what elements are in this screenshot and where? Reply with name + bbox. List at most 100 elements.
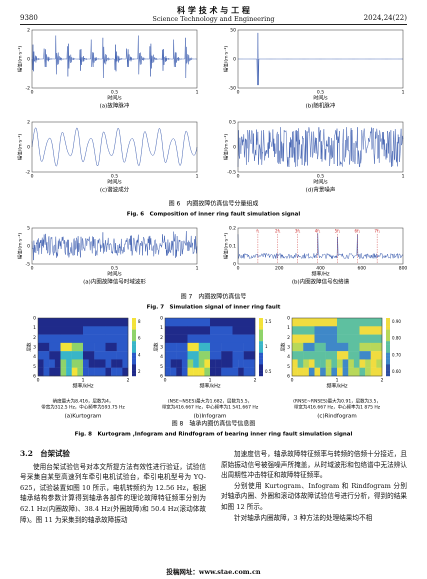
heatmap-cell bbox=[376, 359, 383, 368]
heatmap-cell bbox=[187, 334, 211, 344]
colorbar-cell bbox=[386, 364, 390, 368]
subfigure-caption: (b)内圈故障信号包络谱 bbox=[292, 278, 350, 286]
colorbar-cell bbox=[259, 347, 263, 351]
y-tick-label: 0 bbox=[233, 145, 236, 151]
y-axis-label: 幅值/(m·s⁻²) bbox=[17, 233, 24, 260]
colorbar-cell bbox=[132, 326, 136, 330]
heatmap-cell bbox=[297, 367, 304, 377]
heatmap-cell bbox=[348, 342, 360, 352]
heatmap-cell bbox=[94, 367, 101, 377]
colorbar-tick-label: 2 bbox=[138, 369, 141, 374]
x-tick-label: 200 bbox=[275, 266, 284, 272]
x-tick-label: 0.5 bbox=[317, 90, 324, 96]
colorbar-cell bbox=[259, 352, 263, 356]
peak-label: f₁ bbox=[256, 229, 259, 234]
colorbar-cell bbox=[386, 318, 390, 322]
heatmap-cell bbox=[221, 342, 233, 352]
colorbar-cell bbox=[259, 370, 263, 374]
paragraph: 针对轴承内圈故障，3 种方法的处理结果均不相 bbox=[234, 513, 373, 522]
heatmap-cell bbox=[292, 342, 304, 352]
colorbar-cell bbox=[132, 335, 136, 339]
colorbar-cell bbox=[259, 320, 263, 324]
y-tick-label: 5 bbox=[33, 364, 36, 370]
plot-frame bbox=[31, 121, 198, 173]
plot-frame bbox=[31, 29, 198, 89]
plot-frame bbox=[164, 317, 256, 377]
colorbar-cell bbox=[386, 344, 390, 348]
heatmap-cell bbox=[105, 351, 117, 360]
y-tick-label: 2 bbox=[160, 335, 163, 341]
heatmap-cell bbox=[210, 351, 222, 360]
colorbar-cell bbox=[132, 341, 136, 345]
colorbar-cell bbox=[132, 358, 136, 362]
heatmap-cell bbox=[353, 359, 360, 368]
heatmap-cell bbox=[359, 342, 371, 352]
heatmap-cell bbox=[193, 367, 199, 377]
heatmap-cell bbox=[43, 359, 50, 368]
x-axis-label: 频率/kHz bbox=[327, 383, 348, 390]
y-tick-label: -5 bbox=[26, 262, 31, 268]
figure-caption: 图 6 内圈故障仿真信号分量组成 bbox=[169, 200, 259, 208]
section-heading: 3.2 台架试验 bbox=[20, 449, 70, 458]
heatmap-cell bbox=[359, 326, 383, 335]
subfigure-caption: (a)Kurtogram bbox=[65, 414, 102, 420]
heatmap-cell bbox=[232, 351, 244, 360]
colorbar-tick-label: 6 bbox=[138, 336, 141, 341]
heatmap-cell bbox=[60, 351, 72, 360]
figure-caption-en: Fig. 8 Kurtogram ,Infogram and Rindfogra… bbox=[75, 432, 353, 438]
peak-label: 4f₁ bbox=[315, 229, 321, 234]
x-tick-label: 1 bbox=[196, 266, 199, 272]
colorbar-cell bbox=[259, 349, 263, 353]
colorbar-cell bbox=[132, 349, 136, 353]
y-tick-label: 3 bbox=[33, 345, 36, 351]
colorbar-cell bbox=[259, 358, 263, 362]
x-tick-label: 0.5 bbox=[111, 174, 118, 180]
heatmap-cell bbox=[249, 367, 256, 377]
annotation: 带宽为312.5 Hz，中心频率为593.75 Hz bbox=[41, 404, 125, 411]
y-axis-label: 幅值/(m·s⁻²) bbox=[17, 134, 24, 161]
plot-frame bbox=[237, 29, 404, 89]
heatmap-cell bbox=[376, 367, 383, 377]
colorbar-cell bbox=[386, 341, 390, 345]
x-tick-label: 1 bbox=[196, 90, 199, 96]
x-tick-label: 400 bbox=[316, 266, 325, 272]
x-tick-label: 1 bbox=[209, 378, 212, 384]
colorbar-cell bbox=[386, 320, 390, 324]
heatmap-cell bbox=[71, 359, 78, 368]
x-tick-label: 0 bbox=[291, 378, 294, 384]
x-tick-label: 0.5 bbox=[111, 90, 118, 96]
waveform bbox=[237, 126, 404, 168]
heatmap-cell bbox=[370, 359, 377, 368]
colorbar-cell bbox=[259, 361, 263, 365]
colorbar-cell bbox=[132, 320, 136, 324]
y-tick-label: 3 bbox=[287, 345, 290, 351]
y-tick-label: 0 bbox=[233, 262, 236, 268]
y-axis-label: 幅值/(m·s⁻²) bbox=[17, 46, 24, 73]
x-tick-label: 0 bbox=[31, 174, 34, 180]
heatmap-cell bbox=[215, 359, 222, 368]
colorbar-cell bbox=[386, 367, 390, 371]
heatmap-cell bbox=[365, 367, 371, 377]
journal-title: 科 学 技 术 与 工 程 bbox=[177, 5, 250, 15]
x-tick-label: 1 bbox=[196, 174, 199, 180]
colorbar-cell bbox=[259, 318, 263, 322]
y-tick-label: 0 bbox=[287, 316, 290, 322]
colorbar-tick-label: 0.5 bbox=[265, 369, 272, 374]
heatmap-cell bbox=[370, 342, 383, 352]
heatmap-cell bbox=[116, 342, 129, 352]
heatmap-cell bbox=[198, 359, 205, 368]
heatmap-cell bbox=[60, 342, 72, 352]
heatmap-cell bbox=[320, 359, 326, 368]
heatmap-cell bbox=[325, 359, 332, 368]
heatmap-cell bbox=[187, 367, 194, 377]
colorbar-cell bbox=[386, 352, 390, 356]
figure-caption-en: Fig. 7 Simulation signal of inner ring f… bbox=[147, 305, 281, 311]
heatmap-cell bbox=[99, 359, 106, 368]
annotation: 带宽为416.667 Hz，中心频率为1 541.667 Hz bbox=[162, 404, 259, 411]
peak-label: 7f₁ bbox=[374, 229, 380, 234]
colorbar-tick-label: 4 bbox=[138, 352, 141, 357]
colorbar-cell bbox=[132, 364, 136, 368]
heatmap-cell bbox=[83, 342, 95, 352]
heatmap-cell bbox=[38, 334, 61, 344]
plot-frame bbox=[291, 317, 383, 377]
